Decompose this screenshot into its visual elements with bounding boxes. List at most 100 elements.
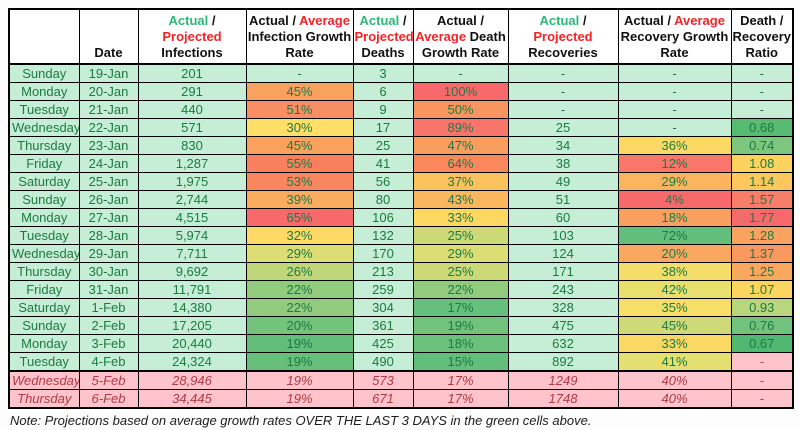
cell-day: Monday xyxy=(8,334,80,353)
cell-recoveries: 51 xyxy=(507,190,619,209)
cell-infections: 5,974 xyxy=(137,226,247,245)
header-text: Growth Rate xyxy=(421,45,500,60)
cell-day: Wednesday xyxy=(8,244,80,263)
cell-day: Tuesday xyxy=(8,226,80,245)
cell-death-recovery-ratio: 1.28 xyxy=(730,226,794,245)
cell-recovery-growth-rate: 45% xyxy=(617,316,732,335)
header-text: Infection Growth xyxy=(247,29,352,44)
cell-day: Sunday xyxy=(8,316,80,335)
column-header-day xyxy=(8,8,80,65)
cell-recoveries: 49 xyxy=(507,172,619,191)
cell-day: Monday xyxy=(8,82,80,101)
header-accent-text: Average xyxy=(415,29,467,44)
cell-deaths: 170 xyxy=(352,244,414,263)
cell-infection-growth-rate: 30% xyxy=(245,118,354,137)
cell-deaths: 213 xyxy=(352,262,414,281)
cell-deaths: 80 xyxy=(352,190,414,209)
cell-day: Sunday xyxy=(8,190,80,209)
cell-infection-growth-rate: 19% xyxy=(245,334,354,353)
cell-date: 4-Feb xyxy=(78,352,139,372)
cell-date: 26-Jan xyxy=(78,190,139,209)
cell-infections: 4,515 xyxy=(137,208,247,227)
cell-death-growth-rate: 17% xyxy=(412,370,509,390)
cell-death-recovery-ratio: 0.68 xyxy=(730,118,794,137)
cell-infection-growth-rate: 19% xyxy=(245,352,354,372)
cell-date: 2-Feb xyxy=(78,316,139,335)
cell-recovery-growth-rate: - xyxy=(617,118,732,137)
table-row: Wednesday 5-Feb 28,946 19% 573 17% 1249 40% - xyxy=(8,370,794,390)
cell-date: 30-Jan xyxy=(78,262,139,281)
header-text: Ratio xyxy=(745,45,779,60)
table-row: Sunday 19-Jan 201-3- - - - xyxy=(8,63,794,83)
cell-day: Tuesday xyxy=(8,100,80,119)
column-header-deaths: Actual / Projected Deaths xyxy=(352,8,414,65)
cell-deaths: 6 xyxy=(352,82,414,101)
cell-infection-growth-rate: 20% xyxy=(245,316,354,335)
cell-infections: 2,744 xyxy=(137,190,247,209)
cell-infections: 201 xyxy=(137,63,247,83)
cell-date: 21-Jan xyxy=(78,100,139,119)
cell-death-recovery-ratio: 1.08 xyxy=(730,154,794,173)
cell-infections: 14,380 xyxy=(137,298,247,317)
header-text: Deaths xyxy=(361,45,405,60)
cell-death-growth-rate: 33% xyxy=(412,208,509,227)
cell-deaths: 425 xyxy=(352,334,414,353)
cell-infection-growth-rate: 55% xyxy=(245,154,354,173)
cell-infection-growth-rate: 26% xyxy=(245,262,354,281)
cell-infections: 440 xyxy=(137,100,247,119)
header-text: / xyxy=(208,13,216,28)
cell-recoveries: 103 xyxy=(507,226,619,245)
cell-date: 28-Jan xyxy=(78,226,139,245)
cell-date: 5-Feb xyxy=(78,370,139,390)
header-text: Rate xyxy=(660,45,689,60)
cell-deaths: 573 xyxy=(352,370,414,390)
cell-recovery-growth-rate: 12% xyxy=(617,154,732,173)
table-row: Wednesday 22-Jan 571 30% 17 89% 25-0.68 xyxy=(8,118,794,137)
cell-infection-growth-rate: - xyxy=(245,63,354,83)
cell-infections: 7,711 xyxy=(137,244,247,263)
cell-deaths: 671 xyxy=(352,389,414,409)
cell-death-recovery-ratio: - xyxy=(730,82,794,101)
cell-recoveries: 328 xyxy=(507,298,619,317)
header-accent-text: Average xyxy=(299,13,350,28)
cell-recoveries: 243 xyxy=(507,280,619,299)
cell-death-recovery-ratio: - xyxy=(730,100,794,119)
column-header-recovery-growth-rate: Actual / Average Recovery Growth Rate xyxy=(617,8,732,65)
column-header-recoveries: Actual / Projected Recoveries xyxy=(507,8,619,65)
cell-death-growth-rate: 15% xyxy=(412,352,509,372)
column-header-date: Date xyxy=(78,8,139,65)
cell-deaths: 3 xyxy=(352,63,414,83)
table-row: Friday 31-Jan 11,791 22% 259 22% 243 42% 1.07 xyxy=(8,280,794,299)
cell-infection-growth-rate: 51% xyxy=(245,100,354,119)
table-row: Saturday 25-Jan 1,975 53% 56 37% 49 29% 1.14 xyxy=(8,172,794,191)
cell-death-recovery-ratio: - xyxy=(730,370,794,390)
column-header-infections: Actual / Projected Infections xyxy=(137,8,247,65)
cell-death-growth-rate: 17% xyxy=(412,298,509,317)
cell-recovery-growth-rate: 40% xyxy=(617,389,732,409)
cell-deaths: 17 xyxy=(352,118,414,137)
header-text: Infections xyxy=(161,45,223,60)
cell-recoveries: 25 xyxy=(507,118,619,137)
cell-deaths: 56 xyxy=(352,172,414,191)
cell-death-growth-rate: 100% xyxy=(412,82,509,101)
cell-death-recovery-ratio: 1.57 xyxy=(730,190,794,209)
header-accent-text: Actual xyxy=(539,13,580,28)
table-row: Tuesday 28-Jan 5,974 32% 132 25% 103 72% 1.28 xyxy=(8,226,794,245)
cell-day: Thursday xyxy=(8,262,80,281)
cell-recoveries: 38 xyxy=(507,154,619,173)
cell-deaths: 361 xyxy=(352,316,414,335)
cell-infection-growth-rate: 19% xyxy=(245,389,354,409)
cell-recovery-growth-rate: 18% xyxy=(617,208,732,227)
cell-death-recovery-ratio: 1.14 xyxy=(730,172,794,191)
cell-recovery-growth-rate: 33% xyxy=(617,334,732,353)
table-row: Wednesday 29-Jan 7,711 29% 170 29% 124 20% 1.37 xyxy=(8,244,794,263)
header-accent-text: Projected xyxy=(354,29,413,44)
table-row: Monday 3-Feb 20,440 19% 425 18% 632 33% 0.67 xyxy=(8,334,794,353)
cell-date: 25-Jan xyxy=(78,172,139,191)
cell-recoveries: - xyxy=(507,63,619,83)
cell-infection-growth-rate: 65% xyxy=(245,208,354,227)
cell-death-growth-rate: 29% xyxy=(412,244,509,263)
cell-deaths: 106 xyxy=(352,208,414,227)
cell-infections: 34,445 xyxy=(137,389,247,409)
